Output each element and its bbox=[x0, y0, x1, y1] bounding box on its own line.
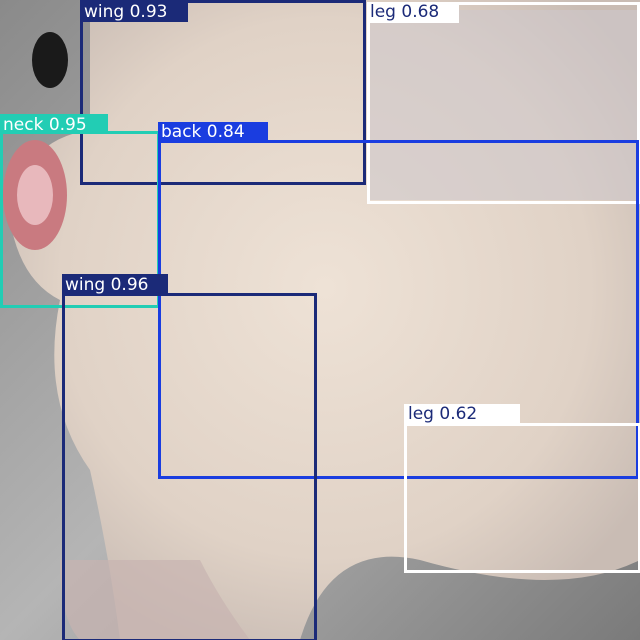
detection-label: back 0.84 bbox=[161, 122, 245, 142]
bounding-box: leg 0.68 bbox=[367, 2, 640, 204]
detection-label: leg 0.62 bbox=[408, 404, 477, 424]
detection-label: leg 0.68 bbox=[370, 2, 439, 22]
detection-label: wing 0.96 bbox=[65, 275, 148, 295]
bounding-box: wing 0.96 bbox=[62, 274, 317, 640]
detection-label: neck 0.95 bbox=[3, 115, 87, 135]
bounding-box: wing 0.93 bbox=[80, 0, 366, 185]
bounding-box: back 0.84 bbox=[158, 122, 639, 479]
detection-label: wing 0.93 bbox=[84, 2, 167, 22]
